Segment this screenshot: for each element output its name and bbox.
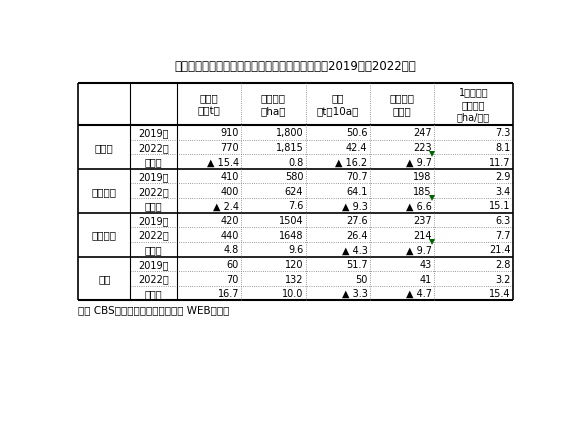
Text: ▲ 15.4: ▲ 15.4 [207,157,239,167]
Text: 2019年: 2019年 [138,259,169,269]
Text: 反收
（t／10a）: 反收 （t／10a） [317,93,359,116]
Text: ▲ 2.4: ▲ 2.4 [213,201,239,211]
Text: 27.6: 27.6 [346,216,368,225]
Text: 7.3: 7.3 [496,128,511,138]
Text: 910: 910 [220,128,239,138]
Text: 増減率: 増減率 [145,157,163,167]
Text: 1社あたり
施設面積
（ha/社）: 1社あたり 施設面積 （ha/社） [457,87,490,122]
Text: 580: 580 [285,172,304,182]
Text: 4.8: 4.8 [224,245,239,255]
Text: 9.6: 9.6 [288,245,304,255]
Text: 41: 41 [419,274,432,284]
Text: ▲ 6.6: ▲ 6.6 [406,201,432,211]
Text: 60: 60 [227,259,239,269]
Text: 624: 624 [285,186,304,196]
Text: 1648: 1648 [279,230,304,240]
Text: 2.9: 2.9 [496,172,511,182]
Text: 198: 198 [413,172,432,182]
Text: 15.4: 15.4 [489,288,511,299]
Text: 6.3: 6.3 [496,216,511,225]
Text: ▲ 16.2: ▲ 16.2 [335,157,368,167]
Text: 120: 120 [285,259,304,269]
Text: 2022年: 2022年 [138,230,169,240]
Text: 70: 70 [227,274,239,284]
Text: 132: 132 [285,274,304,284]
Text: トマト: トマト [95,143,114,153]
Text: ▲ 3.3: ▲ 3.3 [342,288,368,299]
Text: パプリカ: パプリカ [92,230,117,240]
Text: 50.6: 50.6 [346,128,368,138]
Text: 2022年: 2022年 [138,143,169,153]
Text: 70.7: 70.7 [346,172,368,182]
Text: ナス: ナス [98,274,111,284]
Text: 42.4: 42.4 [346,143,368,153]
Text: 3.4: 3.4 [496,186,511,196]
Text: 185: 185 [413,186,432,196]
Text: ▲ 4.3: ▲ 4.3 [342,245,368,255]
Text: 1,815: 1,815 [276,143,304,153]
Text: 400: 400 [220,186,239,196]
Text: 7.6: 7.6 [288,201,304,211]
Text: ▲ 4.7: ▲ 4.7 [406,288,432,299]
Text: ▲ 9.7: ▲ 9.7 [406,245,432,255]
Text: 施設面積
（ha）: 施設面積 （ha） [261,93,286,116]
Text: 増減率: 増減率 [145,245,163,255]
Text: 223: 223 [413,143,432,153]
Text: 生産量
（千t）: 生産量 （千t） [198,93,220,116]
Text: 64.1: 64.1 [346,186,368,196]
Text: 420: 420 [220,216,239,225]
Text: 資料 CBS（オランダ中央統計局） WEBサイト: 資料 CBS（オランダ中央統計局） WEBサイト [78,305,230,315]
Text: ▲ 9.3: ▲ 9.3 [342,201,368,211]
Text: 16.7: 16.7 [218,288,239,299]
Text: 15.1: 15.1 [489,201,511,211]
Text: 50: 50 [355,274,368,284]
Text: 10.0: 10.0 [282,288,304,299]
Text: 247: 247 [413,128,432,138]
Text: 2019年: 2019年 [138,128,169,138]
Text: 図表１　オランダ施設園芸主要品目の生産動向（2019年・2022年）: 図表１ オランダ施設園芸主要品目の生産動向（2019年・2022年） [175,60,417,73]
Text: 7.7: 7.7 [495,230,511,240]
Text: 2.8: 2.8 [496,259,511,269]
Text: 43: 43 [419,259,432,269]
Text: 2022年: 2022年 [138,274,169,284]
Text: 2019年: 2019年 [138,172,169,182]
Text: 3.2: 3.2 [496,274,511,284]
Text: 生産者数
（社）: 生産者数 （社） [389,93,414,116]
Text: 410: 410 [220,172,239,182]
Text: 11.7: 11.7 [489,157,511,167]
Text: 増減率: 増減率 [145,288,163,299]
Text: 770: 770 [220,143,239,153]
Text: 26.4: 26.4 [346,230,368,240]
Text: 21.4: 21.4 [489,245,511,255]
Text: 237: 237 [413,216,432,225]
Text: 1,800: 1,800 [276,128,304,138]
Text: 2022年: 2022年 [138,186,169,196]
Text: 1504: 1504 [279,216,304,225]
Text: 440: 440 [220,230,239,240]
Text: キュウリ: キュウリ [92,186,117,196]
Bar [78,83,513,301]
Text: ▲ 9.7: ▲ 9.7 [406,157,432,167]
Text: 214: 214 [413,230,432,240]
Text: 8.1: 8.1 [496,143,511,153]
Text: 増減率: 増減率 [145,201,163,211]
Text: 2019年: 2019年 [138,216,169,225]
Text: 0.8: 0.8 [288,157,304,167]
Text: 51.7: 51.7 [346,259,368,269]
